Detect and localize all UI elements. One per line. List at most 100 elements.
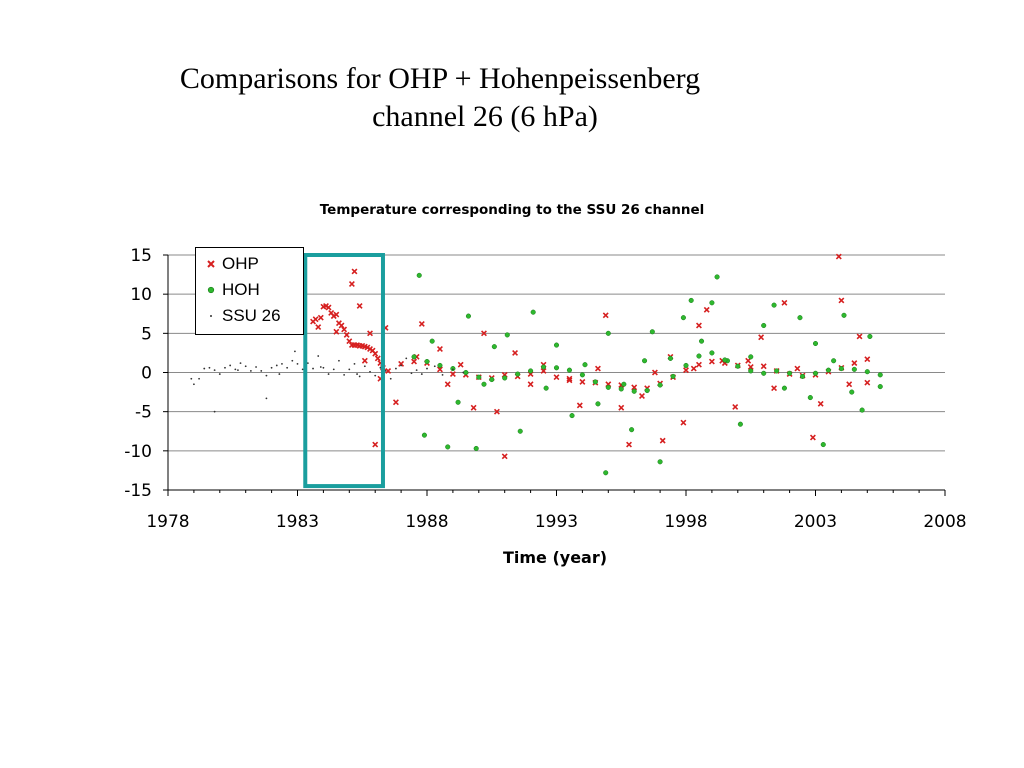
ssu26-point	[306, 362, 309, 364]
ohp-point	[838, 297, 845, 304]
hoh-point	[812, 370, 819, 376]
ohp-point	[457, 361, 464, 368]
dot-marker-icon	[210, 315, 212, 317]
y-tick-label: 15	[130, 246, 152, 266]
ohp-point	[680, 419, 687, 426]
ohp-point	[351, 268, 358, 275]
ohp-point	[470, 404, 477, 411]
circle-marker-icon	[207, 286, 215, 294]
hoh-point	[463, 369, 469, 376]
y-tick-label: 0	[141, 364, 152, 384]
ssu26-point	[415, 369, 418, 372]
ssu26-point	[369, 370, 371, 373]
ohp-point	[631, 384, 638, 391]
ohp-point	[690, 365, 697, 372]
ohp-point	[348, 281, 355, 287]
hoh-point	[481, 381, 487, 387]
ssu26-point	[249, 370, 252, 372]
hoh-point	[761, 322, 767, 329]
x-tick-label: 1978	[146, 512, 189, 532]
ssu26-point	[255, 366, 257, 368]
ssu26-point	[348, 368, 351, 371]
hoh-point	[553, 342, 560, 348]
ohp-point	[385, 367, 392, 374]
ohp-point	[418, 320, 425, 327]
ohp-point	[794, 365, 801, 372]
ssu26-point	[389, 377, 392, 380]
ssu26-point	[343, 373, 346, 376]
ssu26-point	[278, 373, 281, 375]
hoh-point	[698, 338, 705, 344]
legend-label-ssu26: SSU 26	[222, 306, 281, 325]
hoh-point	[688, 297, 694, 303]
ohp-point	[835, 253, 842, 260]
hoh-point	[831, 358, 837, 364]
ssu26-point	[239, 362, 242, 364]
hoh-point	[771, 302, 777, 308]
ssu26-point	[213, 410, 216, 413]
ssu26-point	[358, 375, 361, 378]
y-tick-label: -10	[124, 442, 152, 462]
ohp-point	[372, 350, 379, 357]
ssu26-point	[353, 362, 356, 365]
hoh-point	[877, 384, 883, 390]
hoh-point	[455, 399, 461, 405]
hoh-point	[657, 459, 663, 465]
hoh-point	[851, 366, 857, 372]
hoh-point	[849, 389, 855, 395]
ohp-point	[639, 393, 645, 399]
hoh-point	[644, 387, 650, 394]
hoh-point	[530, 309, 536, 315]
hoh-point	[649, 329, 655, 335]
hoh-point	[657, 382, 663, 388]
hoh-point	[631, 388, 637, 394]
ohp-point	[576, 402, 583, 409]
hoh-point	[421, 432, 427, 438]
ssu26-point	[356, 373, 358, 375]
ohp-point	[758, 334, 765, 341]
ohp-point	[501, 453, 508, 460]
ohp-point	[732, 404, 739, 410]
data-points	[190, 253, 883, 476]
hoh-point	[859, 407, 865, 413]
ohp-point	[846, 381, 853, 388]
ssu26-point	[433, 365, 436, 368]
hoh-point	[424, 358, 430, 365]
ohp-point	[333, 311, 340, 318]
x-tick-label: 1983	[276, 512, 319, 532]
hoh-point	[411, 354, 417, 360]
ohp-point	[315, 324, 322, 331]
ohp-point	[594, 365, 601, 372]
ssu26-point	[265, 374, 268, 377]
hoh-point	[517, 428, 523, 434]
ssu26-point	[291, 359, 294, 362]
ssu26-point	[296, 362, 299, 365]
ohp-point	[651, 369, 658, 376]
ohp-point	[361, 357, 368, 364]
ohp-point	[346, 338, 353, 345]
y-tick-label: -5	[135, 403, 152, 423]
ohp-point	[392, 399, 399, 406]
ohp-point	[553, 374, 560, 381]
ssu26-point	[234, 368, 237, 371]
x-tick-label: 1993	[535, 512, 578, 532]
hoh-point	[709, 300, 715, 306]
ohp-point	[864, 356, 871, 363]
ohp-point	[325, 304, 332, 311]
ohp-point	[579, 378, 586, 385]
ssu26-point	[208, 366, 211, 369]
ssu26-point	[286, 366, 289, 369]
ohp-point	[695, 361, 702, 368]
hoh-point	[696, 353, 702, 359]
chart-legend: OHP HOH SSU 26	[195, 247, 304, 335]
ssu26-point	[193, 383, 195, 386]
ssu26-point	[244, 365, 247, 368]
hoh-point	[667, 355, 674, 361]
ssu26-point	[338, 359, 340, 362]
ssu26-point	[218, 373, 221, 375]
ohp-point	[312, 316, 319, 323]
ohp-point	[338, 322, 345, 329]
ssu26-point	[275, 364, 278, 367]
ssu26-point	[363, 365, 366, 368]
ssu26-point	[441, 373, 444, 376]
